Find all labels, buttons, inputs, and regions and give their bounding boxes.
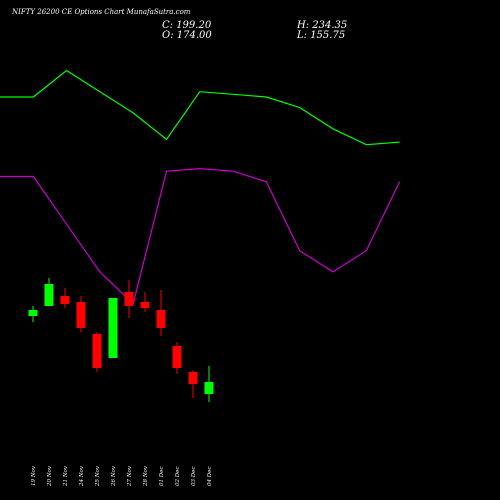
candle xyxy=(44,278,54,306)
x-tick-label: 03 Dec xyxy=(191,467,197,487)
x-tick-label: 24 Nov xyxy=(79,465,85,487)
x-tick-label: 19 Nov xyxy=(31,465,37,486)
candle-body xyxy=(124,292,134,306)
x-tick-label: 28 Nov xyxy=(143,465,149,487)
chart-title: NIFTY 26200 CE Options Chart MunafaSutra… xyxy=(11,8,191,16)
candle-body xyxy=(92,334,102,368)
indicator-line-lower xyxy=(0,167,401,305)
candle xyxy=(108,298,118,358)
candle xyxy=(204,366,214,402)
candle-body xyxy=(76,302,86,328)
candle-body xyxy=(140,302,150,308)
x-tick-label: 27 Nov xyxy=(127,465,133,487)
candle-body xyxy=(156,310,166,328)
candle xyxy=(28,306,38,322)
candle-body xyxy=(60,296,70,304)
candle xyxy=(76,296,86,332)
x-tick-label: 25 Nov xyxy=(95,465,101,487)
candle xyxy=(124,280,134,318)
candle xyxy=(60,288,70,308)
candle xyxy=(188,370,198,398)
x-tick-label: 04 Dec xyxy=(207,467,213,487)
indicator-lines xyxy=(0,69,401,305)
x-tick-label: 21 Nov xyxy=(63,465,69,487)
candle-body xyxy=(28,310,38,316)
candle-body xyxy=(204,382,214,394)
x-tick-label: 20 Nov xyxy=(47,465,53,487)
high-price: H: 234.35 xyxy=(296,20,347,31)
close-price: C: 199.20 xyxy=(162,20,212,31)
x-tick-label: 02 Dec xyxy=(175,467,181,487)
candle xyxy=(92,332,102,372)
candle xyxy=(172,342,182,374)
candle-body xyxy=(44,284,54,306)
candle xyxy=(140,292,150,312)
indicator-line-upper xyxy=(0,69,400,146)
candle-body xyxy=(172,346,182,368)
candle xyxy=(156,290,166,336)
candles xyxy=(28,278,214,402)
x-tick-label: 26 Nov xyxy=(111,465,117,487)
low-price: L: 155.75 xyxy=(296,30,345,41)
candle-body xyxy=(188,372,198,384)
open-price: O: 174.00 xyxy=(162,30,212,41)
x-axis-labels: 19 Nov 20 Nov 21 Nov 24 Nov 25 Nov 26 Nov 27 N… xyxy=(31,465,213,487)
x-tick-label: 01 Dec xyxy=(159,467,165,487)
candle-body xyxy=(108,298,118,358)
